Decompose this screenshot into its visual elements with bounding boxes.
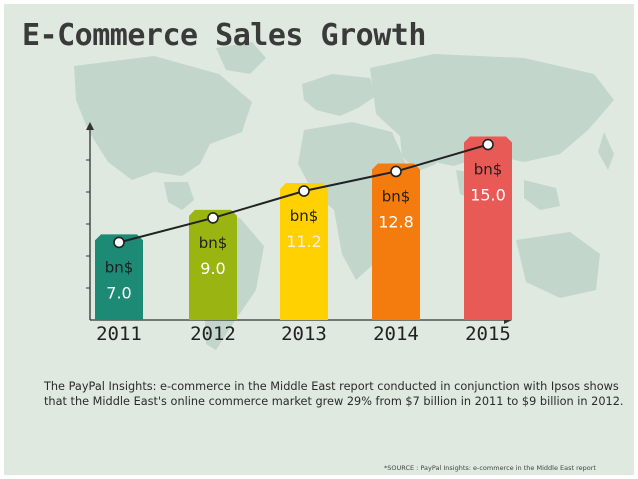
slide: E-Commerce Sales Growth bn$ 7.0 2011 bn$ 9.0… (4, 4, 634, 475)
trend-point-2011 (114, 237, 124, 247)
bar-group (95, 137, 512, 320)
x-tick-label-2014: 2014 (373, 323, 419, 345)
trend-point-2014 (391, 166, 401, 176)
x-tick-label-2015: 2015 (465, 323, 511, 345)
bar-value-label: 9.0 (200, 259, 225, 278)
bar-unit-label: bn$ (382, 187, 411, 205)
bar-unit-label: bn$ (290, 207, 319, 225)
bar-unit-label: bn$ (474, 161, 503, 179)
bar-value-label: 11.2 (286, 232, 322, 251)
trend-point-2015 (483, 140, 493, 150)
x-tick-label-2012: 2012 (190, 323, 236, 345)
bar-unit-label: bn$ (105, 258, 134, 276)
trend-point-2012 (208, 213, 218, 223)
bar-value-label: 15.0 (470, 186, 506, 205)
bar-value-label: 12.8 (378, 212, 414, 231)
trend-point-2013 (299, 186, 309, 196)
source-note: *SOURCE : PayPal Insights: e-commerce in… (384, 464, 596, 472)
bar-2013 (280, 183, 328, 320)
bar-unit-label: bn$ (199, 234, 228, 252)
x-tick-label-2013: 2013 (281, 323, 327, 345)
bar-value-label: 7.0 (106, 283, 131, 302)
x-tick-label-2011: 2011 (96, 323, 142, 345)
caption-text: The PayPal Insights: e-commerce in the M… (44, 379, 624, 409)
y-axis-arrow-icon (86, 122, 94, 130)
